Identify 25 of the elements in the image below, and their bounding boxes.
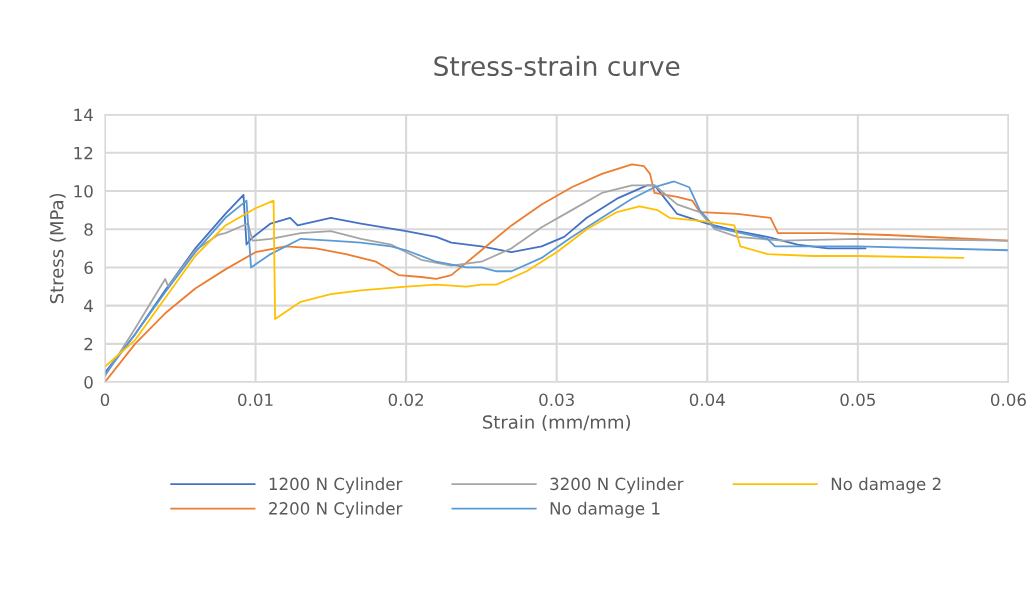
x-tick-label: 0.01	[238, 393, 273, 407]
y-tick-label: 12	[74, 146, 93, 160]
legend-label: No damage 1	[550, 501, 660, 518]
x-tick-label: 0.05	[840, 393, 875, 407]
x-tick-label: 0.03	[539, 393, 574, 407]
legend-label: 3200 N Cylinder	[550, 477, 684, 494]
y-axis-title: Stress (MPa)	[49, 193, 66, 304]
chart-title: Stress-strain curve	[434, 55, 680, 77]
x-tick-label: 0	[100, 393, 110, 407]
y-tick-label: 2	[84, 337, 93, 351]
legend-label: 1200 N Cylinder	[269, 477, 403, 494]
y-tick-label: 8	[84, 223, 93, 236]
x-axis-title: Strain (mm/mm)	[483, 414, 631, 431]
legend-label: No damage 2	[831, 477, 941, 494]
line-series	[104, 184, 867, 374]
y-tick-label: 14	[74, 108, 93, 121]
y-tick-label: 10	[74, 185, 93, 198]
x-tick-label: 0.02	[388, 393, 423, 407]
y-tick-label: 6	[84, 261, 93, 275]
legend-label: 2200 N Cylinder	[269, 501, 403, 518]
x-tick-label: 0.06	[990, 393, 1026, 407]
y-tick-label: 4	[84, 299, 93, 312]
y-tick-label: 0	[84, 376, 93, 389]
x-tick-label: 0.04	[689, 393, 725, 407]
line-series	[104, 199, 965, 368]
